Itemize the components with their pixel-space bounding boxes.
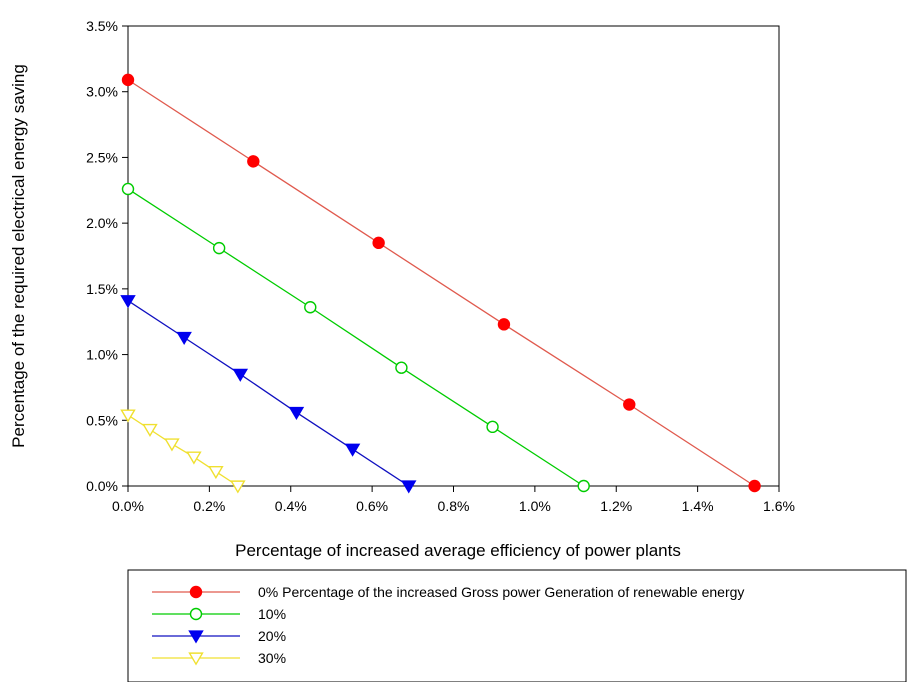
x-tick-label: 0.8%	[438, 498, 470, 514]
y-tick-label: 1.5%	[86, 281, 118, 297]
y-tick-label: 1.0%	[86, 347, 118, 363]
y-tick-label: 0.0%	[86, 478, 118, 494]
x-tick-label: 0.4%	[275, 498, 307, 514]
data-point	[212, 241, 226, 255]
legend-marker	[189, 585, 203, 599]
legend-entry: 10%	[152, 606, 286, 622]
data-point	[120, 409, 136, 423]
x-tick-label: 0.0%	[112, 498, 144, 514]
data-point	[395, 361, 408, 374]
legend-entry: 30%	[152, 650, 286, 666]
data-point	[121, 73, 135, 87]
x-tick-label: 0.2%	[193, 498, 225, 514]
legend-label: 30%	[258, 650, 286, 666]
legend-label: 10%	[258, 606, 286, 622]
legend: 0% Percentage of the increased Gross pow…	[127, 569, 907, 682]
series-line	[127, 300, 410, 487]
x-axis: 0.0% 0.2% 0.4% 0.6% 0.8% 1.0% 1.2% 1.4% 1.6%	[112, 486, 795, 514]
legend-marker	[189, 607, 203, 621]
y-tick-label: 2.0%	[86, 215, 118, 231]
legend-box	[127, 569, 907, 682]
y-tick-label: 2.5%	[86, 149, 118, 165]
x-tick-label: 1.4%	[682, 498, 714, 514]
data-point	[232, 368, 249, 382]
legend-entry: 20%	[152, 628, 286, 644]
series-2	[121, 182, 590, 493]
x-tick-label: 1.6%	[763, 498, 795, 514]
x-tick-label: 0.6%	[356, 498, 388, 514]
series-line	[127, 79, 755, 487]
data-point	[208, 465, 224, 480]
legend-marker	[188, 652, 204, 666]
x-tick-label: 1.0%	[519, 498, 551, 514]
legend-entry: 0% Percentage of the increased Gross pow…	[152, 584, 744, 600]
data-point	[344, 443, 361, 457]
data-point	[288, 406, 305, 420]
data-point	[142, 423, 158, 438]
data-point	[121, 182, 135, 196]
data-point	[176, 331, 192, 346]
data-point	[748, 479, 761, 493]
plot-area-frame	[127, 25, 780, 487]
data-point	[186, 451, 202, 465]
legend-label: 0% Percentage of the increased Gross pow…	[258, 584, 744, 600]
y-tick-label: 0.5%	[86, 412, 118, 428]
data-point	[486, 420, 499, 434]
y-tick-label: 3.0%	[86, 84, 118, 100]
data-point	[230, 480, 246, 494]
data-point	[577, 479, 590, 493]
data-point	[372, 236, 385, 250]
data-point	[120, 295, 136, 309]
x-tick-label: 1.2%	[600, 498, 632, 514]
y-axis: 0.0% 0.5% 1.0% 1.5% 2.0% 2.5% 3.0% 3.5%	[86, 18, 128, 494]
series-layer	[120, 73, 761, 494]
data-point	[623, 398, 636, 411]
legend-label: 20%	[258, 628, 286, 644]
series-line	[127, 188, 585, 487]
y-axis-title: Percentage of the required electrical en…	[9, 64, 28, 448]
legend-marker	[188, 630, 204, 644]
data-point	[164, 438, 180, 452]
series-1	[121, 73, 761, 493]
x-axis-title: Percentage of increased average efficien…	[235, 541, 681, 560]
data-point	[247, 155, 260, 168]
data-point	[497, 318, 511, 331]
y-tick-label: 3.5%	[86, 18, 118, 34]
series-3	[120, 295, 417, 494]
data-point	[401, 480, 417, 494]
data-point	[304, 301, 317, 314]
series-4	[120, 409, 246, 494]
